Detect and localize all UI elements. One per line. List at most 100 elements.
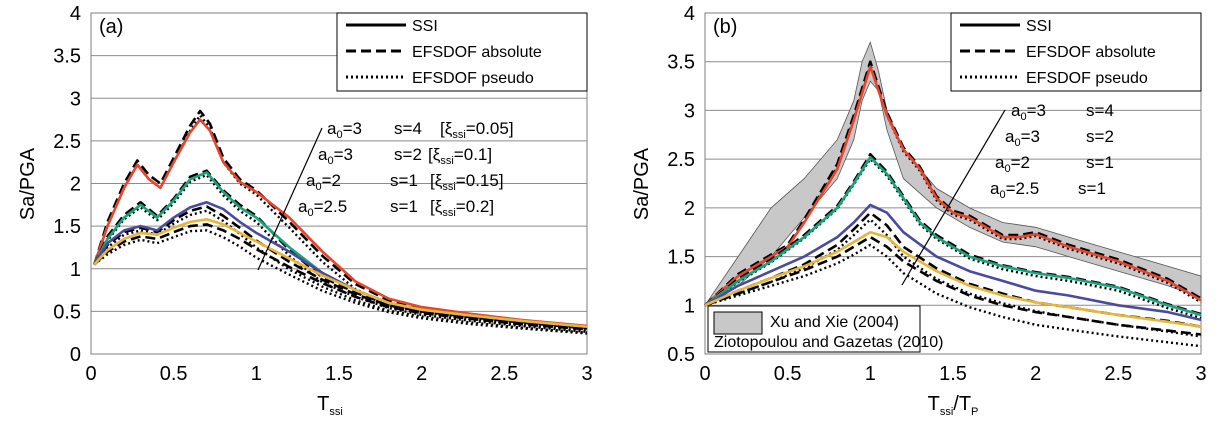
annotation-b-0: a0=3 s=4 [1011, 101, 1114, 123]
svg-text:a0=2.5s=1: a0=2.5 s=1 [990, 179, 1106, 201]
annotation-a-2: a0=2 s=1 [ξssi=0.15] [306, 171, 504, 193]
annotation-b-0-s: 4 [1104, 101, 1113, 120]
tick-labels-a: 0 0.5 1 1.5 2 2.5 3 3.5 4 0 0.5 1 1.5 2 2.5 3 [53, 3, 592, 385]
annotation-a-2-xi: 0.15 [466, 171, 499, 190]
y-tick-label-a-1: 0.5 [53, 301, 81, 323]
annotation-a-2-a0-val: 2 [332, 171, 341, 190]
annotation-a-0-a0-val: 3 [353, 119, 362, 138]
annotation-a-1-s: 2 [412, 145, 421, 164]
x-tick-label-a-3: 1.5 [325, 363, 353, 385]
x-tick-label-a-1: 0.5 [160, 363, 188, 385]
series-a-a0_2_s_1-pseudo [93, 209, 588, 334]
series-a-a0_2_s_1-absolute [93, 205, 588, 330]
annotation-leader-a [257, 127, 323, 271]
panel-b: 0.511.522.533.540 0.5 1 1.5 2 2.5 3 (b) Sa/PGA… [631, 3, 1207, 418]
svg-text:a0=2s=1[ξssi=0.15]: a0=2 s=1 [ξssi=0.15] [306, 171, 504, 193]
x-tick-label-a-5: 2.5 [490, 363, 518, 385]
band-legend-b-swatch [713, 311, 763, 335]
y-tick-label-b-0: 0.5 [667, 344, 695, 366]
y-tick-label-a-3: 1.5 [53, 216, 81, 238]
y-axis-label-a: Sa/PGA [17, 147, 39, 220]
x-axis-label-b-tail: /T [953, 393, 971, 415]
annotation-b-2-s: 1 [1104, 153, 1113, 172]
series-a [93, 109, 588, 335]
annotation-b-0-a0-val: 3 [1037, 101, 1046, 120]
annotation-a-3-a0-val: 2.5 [324, 197, 348, 216]
legend-b-pseudo: EFSDOF pseudo [1026, 70, 1148, 87]
annotation-a-1: a0=3 s=2 [ξssi=0.1] [318, 145, 492, 167]
annotation-leader-b [901, 109, 1006, 286]
y-tick-label-a-0: 0 [70, 344, 81, 366]
annotation-a-3-xi: 0.2 [466, 197, 490, 216]
x-tick-label-b-3: 1.5 [939, 363, 967, 385]
y-tick-label-a-7: 3.5 [53, 46, 81, 68]
series-b-a0_3_s_4-ssi [704, 65, 1202, 307]
series-b-a0_2_5_s_1-pseudo [704, 243, 1202, 348]
y-tick-label-a-5: 2.5 [53, 131, 81, 153]
series-b-a0_2_5_s_1-absolute [704, 235, 1202, 336]
legend-a-absolute: EFSDOF absolute [412, 44, 542, 61]
reference-band-b [704, 40, 1202, 306]
series-a-a0_2_5_s_1-pseudo [93, 229, 588, 335]
legend-b-absolute: EFSDOF absolute [1026, 44, 1156, 61]
annotation-a-2-s: 1 [408, 171, 417, 190]
series-b [704, 60, 1202, 348]
annotation-a-0-s: 4 [412, 119, 421, 138]
panel-label-b: (b) [713, 16, 737, 38]
y-tick-label-b-3: 2 [684, 198, 695, 220]
x-axis-label-a-sub: ssi [329, 406, 342, 418]
y-tick-label-b-2: 1.5 [667, 247, 695, 269]
annotation-a-3: a0=2.5 s=1 [ξssi=0.2] [298, 197, 494, 219]
annotation-a-3-s: 1 [408, 197, 417, 216]
annotation-b-3: a0=2.5 s=1 [990, 179, 1106, 201]
band-legend-b-item-1: Ziotopoulou and Gazetas (2010) [714, 334, 943, 351]
x-tick-label-a-0: 0 [85, 363, 96, 385]
legend-a: SSI EFSDOF absolute EFSDOF pseudo [336, 12, 588, 92]
svg-text:a0=3s=4: a0=3 s=4 [1011, 101, 1114, 123]
x-axis-label-b-tail-sub: P [971, 406, 978, 418]
annotation-b-3-s: 1 [1096, 179, 1105, 198]
annotation-a-1-a0-val: 3 [344, 145, 353, 164]
x-tick-label-b-2: 1 [865, 363, 876, 385]
annotation-b-1-a0-val: 3 [1031, 127, 1040, 146]
y-axis-label-b: Sa/PGA [631, 147, 653, 220]
tick-labels-b: 0.511.522.533.540 0.5 1 1.5 2 2.5 3 [667, 3, 1206, 385]
y-tick-label-b-1: 1 [684, 295, 695, 317]
x-tick-label-a-4: 2 [416, 363, 427, 385]
svg-text:a0=3s=4[ξssi=0.05]: a0=3 s=4 [ξssi=0.05] [327, 119, 514, 141]
series-a-a0_2_5_s_1-ssi [93, 218, 588, 328]
reference-band-b [704, 40, 1202, 306]
annotation-b-1-s: 2 [1104, 127, 1113, 146]
series-a-a0_3_s_4-ssi [93, 118, 588, 328]
y-tick-label-b-4: 2.5 [667, 149, 695, 171]
annotation-b-3-a0-val: 2.5 [1016, 179, 1040, 198]
x-tick-label-b-0: 0 [699, 363, 710, 385]
series-b-a0_3_s_2-ssi [704, 155, 1202, 317]
x-axis-label-b-main: T [928, 393, 940, 415]
x-axis-label-a: Tssi [317, 393, 343, 418]
svg-text:a0=2.5s=1[ξssi=0.2]: a0=2.5 s=1 [ξssi=0.2] [298, 197, 494, 219]
legend-b-ssi: SSI [1026, 18, 1052, 35]
x-axis-label-a-main: T [317, 393, 329, 415]
series-a-a0_3_s_2-absolute [93, 169, 588, 330]
series-b-a0_2_5_s_1-ssi [704, 230, 1202, 328]
y-tick-label-b-7: 4 [684, 3, 695, 25]
annotation-a-0-xi: 0.05 [476, 119, 509, 138]
y-tick-label-a-4: 2 [70, 174, 81, 196]
annotation-a-0-a0: a [327, 119, 337, 138]
x-axis-label-b: Tssi/TP [928, 393, 979, 418]
panel-label-a: (a) [99, 16, 123, 38]
svg-text:a0=3s=2: a0=3 s=2 [1005, 127, 1114, 149]
annotation-a-1-xi: 0.1 [464, 145, 488, 164]
x-tick-label-b-6: 3 [1195, 363, 1206, 385]
band-legend-b-item-0: Xu and Xie (2004) [770, 314, 899, 331]
annotation-a-0: a0=3 s=4 [ξssi=0.05] [327, 119, 514, 141]
x-tick-label-b-5: 2.5 [1104, 363, 1132, 385]
x-tick-label-a-2: 1 [251, 363, 262, 385]
x-tick-label-a-6: 3 [581, 363, 592, 385]
legend-a-ssi: SSI [412, 18, 438, 35]
legend-a-pseudo: EFSDOF pseudo [412, 70, 534, 87]
series-b-a0_2_s_1-ssi [704, 203, 1202, 322]
x-tick-label-b-4: 2 [1030, 363, 1041, 385]
